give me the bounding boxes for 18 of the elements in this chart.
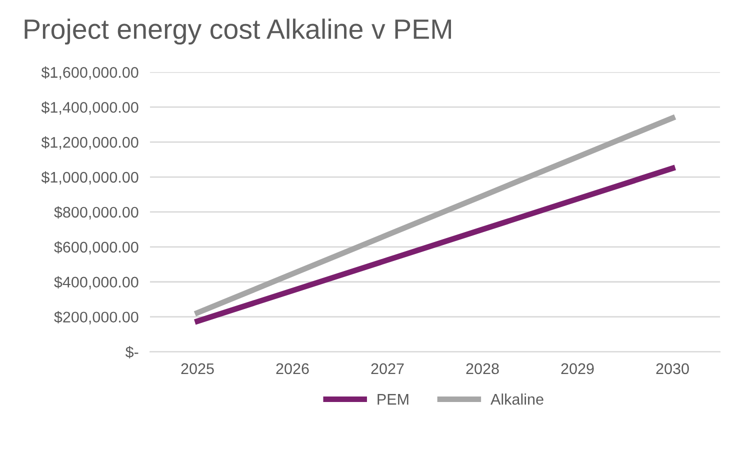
y-tick-label: $400,000.00 (54, 276, 138, 290)
legend-label: PEM (378, 394, 408, 405)
x-tick-label: 2026 (276, 363, 309, 374)
chart-title: Project energy cost Alkaline v PEM (24, 18, 451, 45)
y-tick-label: $600,000.00 (54, 241, 138, 254)
legend-label: Alkaline (490, 393, 544, 405)
x-tick-label: 2028 (466, 363, 499, 374)
x-tick-label: 2029 (561, 363, 594, 374)
y-tick-label: $1,400,000.00 (41, 101, 138, 115)
y-tick-label: $1,600,000.00 (41, 66, 138, 80)
y-tick-label: $200,000.00 (54, 311, 138, 324)
y-tick-label: $1,000,000.00 (41, 171, 138, 185)
y-tick-label: $- (125, 346, 138, 358)
y-tick-label: $800,000.00 (54, 206, 138, 220)
y-tick-label: $1,200,000.00 (41, 136, 138, 150)
x-tick-label: 2027 (371, 363, 404, 374)
x-tick-label: 2025 (181, 363, 214, 374)
x-tick-label: 2030 (656, 363, 689, 374)
